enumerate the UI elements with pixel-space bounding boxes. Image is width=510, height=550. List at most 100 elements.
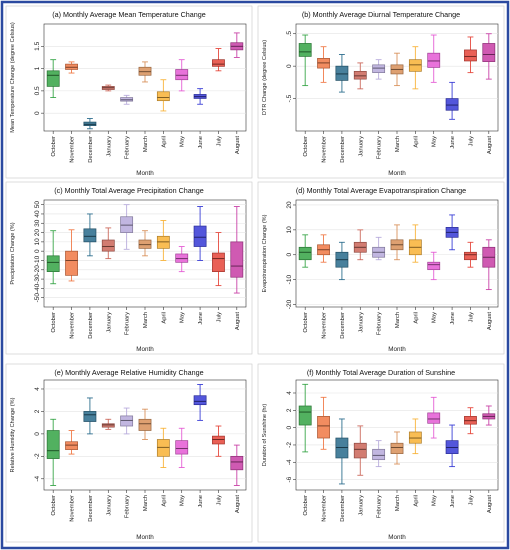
box-iqr xyxy=(120,216,134,233)
box-march xyxy=(138,230,152,257)
box-iqr xyxy=(212,59,225,67)
x-tick-label: May xyxy=(432,136,438,147)
y-axis-label: Duration of Sunshine (hr) xyxy=(262,404,268,467)
chart-title: (a) Monthly Average Mean Temperature Cha… xyxy=(52,10,206,19)
x-tick-label: July xyxy=(468,495,474,505)
box-iqr xyxy=(390,442,404,454)
x-tick-label: June xyxy=(198,312,204,325)
y-tick-label: 4 xyxy=(286,391,293,395)
x-tick-label: January xyxy=(358,495,364,516)
x-tick-label: February xyxy=(125,136,131,159)
y-tick-label: 2 xyxy=(286,408,293,412)
box-iqr xyxy=(46,430,60,459)
box-iqr xyxy=(156,235,170,249)
box-october xyxy=(298,34,312,87)
box-february xyxy=(120,407,134,435)
y-tick-label: -4 xyxy=(286,459,293,465)
box-november xyxy=(317,46,330,83)
box-march xyxy=(138,408,152,440)
x-tick-label: November xyxy=(322,495,328,522)
y-tick-label: 0.5 xyxy=(34,86,41,95)
y-tick-label: -6 xyxy=(286,476,293,482)
box-iqr xyxy=(335,65,349,81)
y-tick-label: -10 xyxy=(34,255,41,265)
box-august xyxy=(230,444,244,486)
box-december xyxy=(335,54,349,93)
x-tick-label: November xyxy=(70,136,76,163)
box-iqr xyxy=(138,239,152,249)
x-tick-label: June xyxy=(450,312,456,325)
y-tick-label: -50 xyxy=(34,293,41,303)
box-december xyxy=(83,213,97,257)
y-tick-label: 10 xyxy=(34,238,41,246)
box-iqr xyxy=(83,411,97,422)
box-august xyxy=(482,405,496,426)
box-april xyxy=(156,79,170,112)
x-axis-label: Month xyxy=(388,346,406,353)
x-tick-label: May xyxy=(180,495,186,506)
x-tick-label: January xyxy=(106,495,112,516)
y-tick-label: -2 xyxy=(34,453,41,459)
box-iqr xyxy=(175,69,189,81)
x-tick-label: March xyxy=(395,495,401,511)
x-tick-label: February xyxy=(125,495,131,518)
y-tick-label: 0 xyxy=(34,432,41,436)
x-tick-label: August xyxy=(487,495,493,513)
box-january xyxy=(101,84,115,92)
box-june xyxy=(445,81,459,120)
box-iqr xyxy=(138,418,152,431)
chart-title: (d) Monthly Total Average Evapotranspira… xyxy=(296,186,466,195)
y-tick-label: 4 xyxy=(34,387,41,391)
x-tick-label: July xyxy=(216,136,222,146)
chart-panel-1: (a) Monthly Average Mean Temperature Cha… xyxy=(5,5,253,179)
y-tick-label: 0 xyxy=(34,111,41,115)
chart-title: (c) Monthly Total Average Precipitation … xyxy=(54,186,204,195)
y-tick-label: -.5 xyxy=(286,94,293,102)
y-tick-label: .5 xyxy=(286,31,293,37)
box-february xyxy=(372,440,386,468)
x-tick-label: April xyxy=(161,495,167,507)
chart-panel-5: (e) Monthly Average Relative Humidity Ch… xyxy=(5,363,253,543)
box-november xyxy=(317,234,330,263)
chart-panel-4: (d) Monthly Total Average Evapotranspira… xyxy=(257,181,505,355)
x-tick-label: October xyxy=(51,136,57,157)
box-iqr xyxy=(353,442,367,459)
x-tick-label: May xyxy=(180,136,186,147)
box-iqr xyxy=(372,448,386,461)
y-tick-label: -10 xyxy=(286,275,293,285)
box-april xyxy=(408,224,422,263)
box-november xyxy=(65,229,78,282)
box-march xyxy=(138,61,152,83)
box-iqr xyxy=(175,440,189,455)
box-april xyxy=(156,220,170,261)
box-iqr xyxy=(298,246,312,261)
chart-panel-3: (c) Monthly Total Average Precipitation … xyxy=(5,181,253,355)
x-tick-label: April xyxy=(413,136,419,148)
x-tick-label: March xyxy=(395,312,401,328)
box-iqr xyxy=(193,225,207,247)
x-tick-label: July xyxy=(468,136,474,146)
box-february xyxy=(120,94,134,105)
x-tick-label: April xyxy=(161,312,167,324)
box-january xyxy=(101,418,115,430)
box-iqr xyxy=(65,250,78,276)
box-june xyxy=(445,424,459,468)
chart-title: (f) Monthly Total Average Duration of Su… xyxy=(307,368,455,377)
x-tick-label: May xyxy=(180,312,186,323)
y-axis-label: Precipitation Change (%) xyxy=(10,222,16,284)
box-may xyxy=(427,396,441,439)
x-tick-label: October xyxy=(303,136,309,157)
box-iqr xyxy=(408,59,422,72)
chart-title: (e) Monthly Average Relative Humidity Ch… xyxy=(54,368,203,377)
x-tick-label: November xyxy=(70,312,76,339)
box-november xyxy=(65,430,78,455)
y-axis-label: Evapotranspiration Change (%) xyxy=(262,214,268,292)
chart-panel-2: (b) Monthly Average Diurnal Temperature … xyxy=(257,5,505,179)
box-iqr xyxy=(46,255,60,272)
box-iqr xyxy=(230,241,244,278)
x-tick-label: May xyxy=(432,495,438,506)
box-april xyxy=(408,418,422,455)
box-august xyxy=(230,32,244,58)
box-iqr xyxy=(427,412,441,424)
